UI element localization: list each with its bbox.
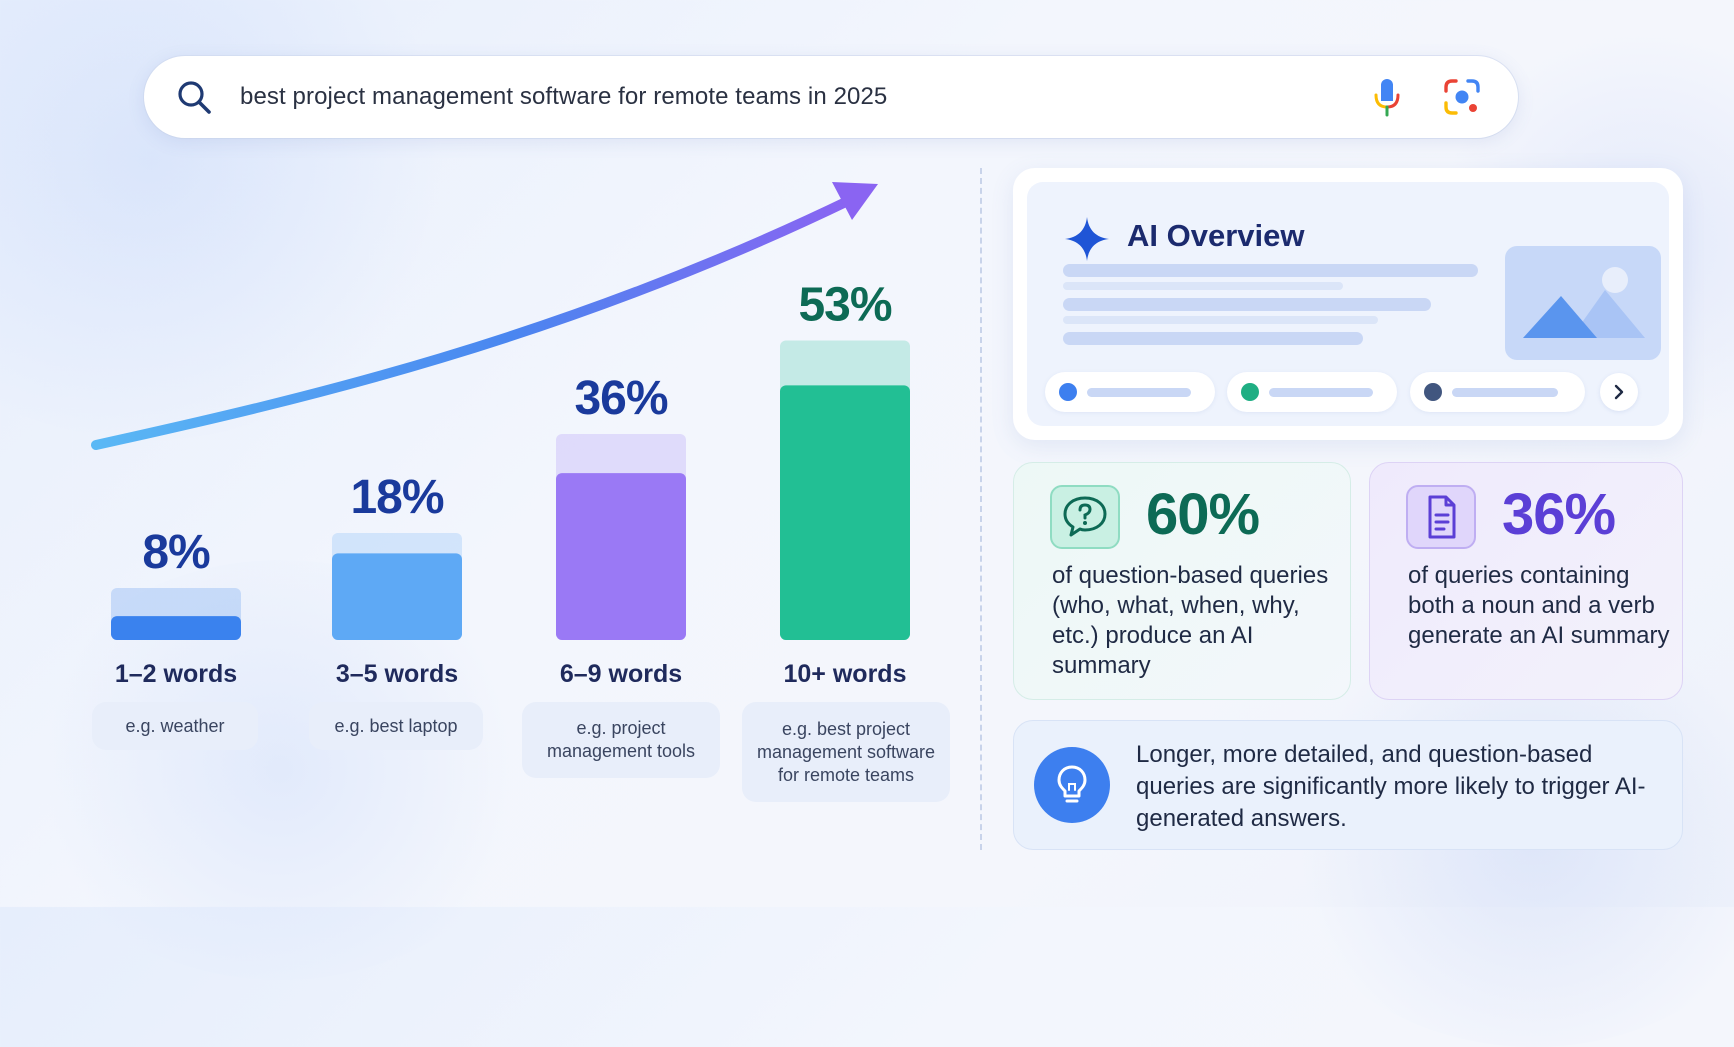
bar-value-label: 53% (798, 279, 891, 332)
trend-line (91, 195, 855, 450)
stat-value: 36% (1502, 482, 1616, 547)
question-bubble-icon (1050, 485, 1120, 549)
text-placeholder-line (1063, 316, 1378, 324)
search-query[interactable]: best project management software for rem… (240, 83, 888, 110)
arrow-head (832, 182, 878, 220)
search-bar[interactable]: best project management software for rem… (144, 56, 1518, 138)
insight-card: Longer, more detailed, and question-base… (1013, 720, 1683, 850)
text-placeholder-line (1063, 264, 1478, 277)
search-icon[interactable] (174, 77, 214, 117)
ai-overview-card: AI Overview (1013, 168, 1683, 440)
lightbulb-icon (1034, 747, 1110, 823)
example-query: e.g. weather (92, 702, 258, 750)
microphone-icon[interactable] (1372, 77, 1402, 117)
bar (780, 385, 910, 640)
ai-overview-title: AI Overview (1127, 218, 1305, 253)
category-label: 1–2 words (115, 660, 237, 688)
trend-arrow (91, 182, 878, 450)
example-query: e.g. project management tools (522, 702, 720, 778)
source-dot (1059, 383, 1077, 401)
stat-card-question-queries: 60% of question-based queries (who, what… (1013, 462, 1351, 700)
insight-text: Longer, more detailed, and question-base… (1136, 741, 1646, 832)
next-button[interactable] (1600, 373, 1638, 411)
category-label: 6–9 words (560, 660, 682, 688)
bar-value-label: 36% (574, 372, 667, 425)
ai-overview-panel: AI Overview (1027, 182, 1669, 426)
text-placeholder-line (1063, 332, 1363, 345)
bar-value-label: 8% (142, 526, 210, 579)
stat-description: of queries containing both a noun and a … (1408, 562, 1670, 649)
text-placeholder-line (1063, 298, 1431, 311)
document-icon (1406, 485, 1476, 549)
bar (556, 473, 686, 640)
source-chip[interactable] (1227, 372, 1397, 412)
section-divider (980, 168, 982, 850)
source-dot (1424, 383, 1442, 401)
example-query: e.g. best project management software fo… (742, 702, 950, 802)
source-chip[interactable] (1045, 372, 1215, 412)
example-query: e.g. best laptop (309, 702, 483, 750)
text-placeholder-line (1063, 282, 1343, 290)
stat-card-noun-verb-queries: 36% of queries containing both a noun an… (1369, 462, 1683, 700)
category-label: 3–5 words (336, 660, 458, 688)
image-placeholder-icon (1505, 246, 1661, 360)
source-dot (1241, 383, 1259, 401)
stat-value: 60% (1146, 482, 1260, 547)
query-length-chart: 8% 1–2 words 18% 3–5 words 36% 6–9 words 53% 10… (91, 182, 910, 688)
camera-lens-icon[interactable] (1442, 77, 1482, 117)
stat-description: of question-based queries (who, what, wh… (1052, 562, 1329, 679)
sparkle-icon (1065, 217, 1109, 261)
bar (111, 616, 241, 640)
bar-value-label: 18% (350, 471, 443, 524)
source-chip[interactable] (1410, 372, 1585, 412)
category-label: 10+ words (784, 660, 907, 688)
chevron-right-icon (1614, 384, 1624, 400)
bar (332, 553, 462, 640)
